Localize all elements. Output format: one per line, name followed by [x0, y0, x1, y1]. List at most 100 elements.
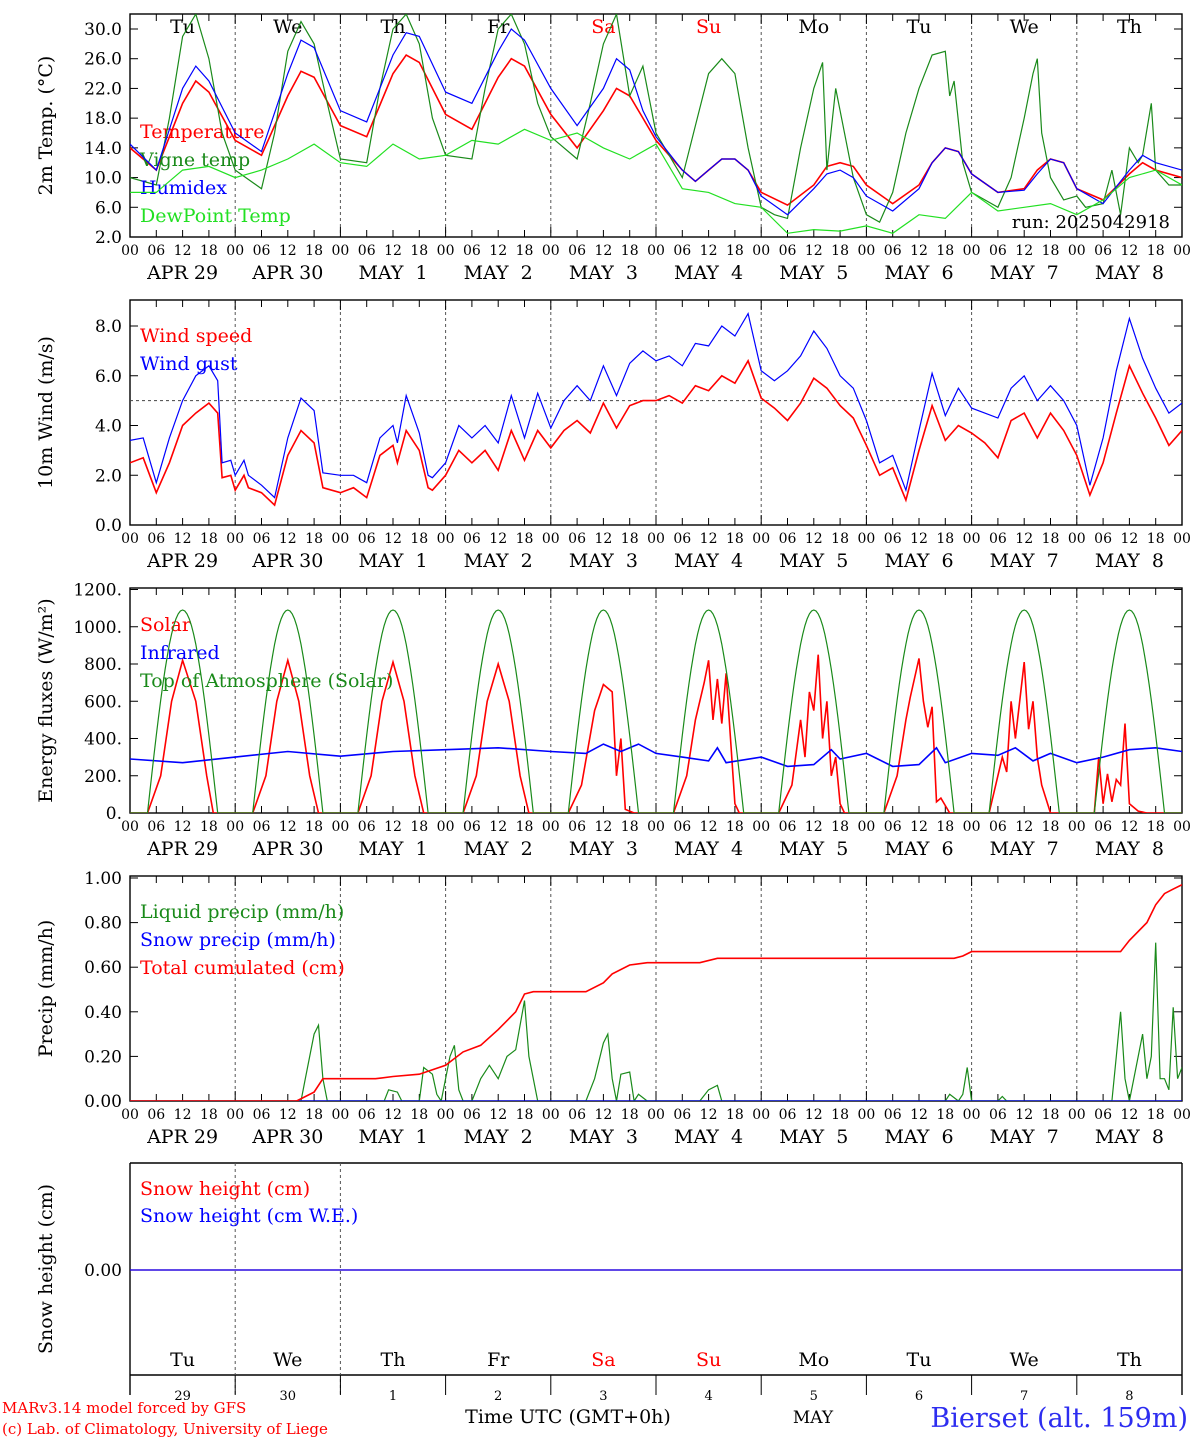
hour-tick-label: 12 [489, 531, 507, 547]
hour-tick-label: 00 [121, 1107, 139, 1123]
y-tick-label: 14.0 [84, 139, 122, 159]
day-number: 4 [704, 1389, 712, 1404]
hour-tick-label: 18 [831, 1107, 849, 1123]
hour-tick-label: 12 [805, 243, 823, 259]
weekday-label: Th [381, 1349, 406, 1371]
day-number: 6 [915, 1389, 923, 1404]
y-tick-label: 800. [84, 655, 122, 675]
hour-tick-label: 06 [358, 819, 376, 835]
hour-tick-label: 00 [1173, 1107, 1191, 1123]
day-number: 1 [389, 1389, 397, 1404]
hour-tick-label: 00 [437, 243, 455, 259]
y-axis-label: Snow height (cm) [35, 1184, 57, 1354]
legend-entry: Liquid precip (mm/h) [140, 901, 344, 923]
hour-tick-label: 06 [989, 819, 1007, 835]
hour-tick-label: 00 [963, 819, 981, 835]
day-label: APR 29 [146, 262, 218, 284]
y-tick-label: 0.00 [84, 1261, 122, 1281]
hour-tick-label: 18 [1042, 531, 1060, 547]
day-label: MAY 7 [990, 838, 1059, 860]
legend-entry: Wind speed [140, 325, 252, 347]
day-label: MAY 1 [358, 262, 427, 284]
day-label: APR 30 [251, 1126, 323, 1148]
panel-1: 2.0 6.0 10.0 14.0 18.0 22.0 26.0 30.0 00 06 12 18 00… [35, 13, 1191, 284]
hour-tick-label: 18 [1147, 1107, 1165, 1123]
hour-tick-label: 18 [200, 243, 218, 259]
day-label: MAY 3 [569, 262, 638, 284]
hour-tick-label: 12 [1120, 1107, 1138, 1123]
hour-tick-label: 06 [358, 531, 376, 547]
day-number: 29 [174, 1389, 191, 1404]
hour-tick-label: 00 [331, 243, 349, 259]
hour-tick-label: 18 [726, 1107, 744, 1123]
weekday-label: Fr [487, 1349, 510, 1371]
hour-tick-label: 06 [463, 819, 481, 835]
weekday-label: Tu [170, 16, 195, 38]
hour-tick-label: 12 [489, 819, 507, 835]
hour-tick-label: 18 [200, 531, 218, 547]
y-tick-label: 22.0 [84, 79, 122, 99]
series-line-3-3 [130, 609, 1182, 813]
hour-tick-label: 18 [516, 819, 534, 835]
hour-tick-label: 00 [857, 1107, 875, 1123]
hour-tick-label: 00 [226, 531, 244, 547]
hour-tick-label: 00 [542, 1107, 560, 1123]
hour-tick-label: 06 [1094, 819, 1112, 835]
y-tick-label: 1000. [73, 618, 122, 638]
hour-tick-label: 12 [594, 531, 612, 547]
day-number: 30 [280, 1389, 297, 1404]
weekday-label: Tu [907, 16, 932, 38]
hour-tick-label: 12 [700, 531, 718, 547]
hour-tick-label: 06 [147, 243, 165, 259]
hour-tick-label: 12 [174, 1107, 192, 1123]
y-tick-label: 400. [84, 730, 122, 750]
hour-tick-label: 00 [1068, 819, 1086, 835]
day-label: APR 30 [251, 838, 323, 860]
y-tick-label: 2.0 [95, 228, 122, 248]
hour-tick-label: 06 [673, 819, 691, 835]
y-tick-label: 6.0 [95, 367, 122, 387]
y-tick-label: 26.0 [84, 50, 122, 70]
legend-entry: Wind gust [140, 353, 238, 375]
y-tick-label: 0.40 [84, 1003, 122, 1023]
time-axis-label: Time UTC (GMT+0h) [465, 1406, 671, 1428]
day-label: MAY 3 [569, 838, 638, 860]
day-label: MAY 7 [990, 1126, 1059, 1148]
hour-tick-label: 18 [200, 1107, 218, 1123]
hour-tick-label: 06 [253, 531, 271, 547]
y-axis-label: Precip (mm/h) [35, 920, 57, 1058]
y-tick-label: 0.60 [84, 958, 122, 978]
hour-tick-label: 06 [568, 243, 586, 259]
hour-tick-label: 18 [305, 243, 323, 259]
legend-entry: Infrared [140, 642, 220, 664]
hour-tick-label: 06 [989, 1107, 1007, 1123]
day-label: MAY 3 [569, 550, 638, 572]
hour-tick-label: 06 [253, 1107, 271, 1123]
hour-tick-label: 00 [647, 819, 665, 835]
day-label: MAY 6 [884, 262, 953, 284]
day-label: MAY 2 [464, 838, 533, 860]
day-number: 7 [1020, 1389, 1028, 1404]
series-line-3-1 [130, 654, 1182, 813]
hour-tick-label: 18 [516, 531, 534, 547]
y-tick-label: 6.0 [95, 198, 122, 218]
hour-tick-label: 06 [884, 1107, 902, 1123]
day-label: MAY 1 [358, 1126, 427, 1148]
hour-tick-label: 00 [542, 531, 560, 547]
y-tick-label: 600. [84, 692, 122, 712]
day-label: MAY 1 [358, 550, 427, 572]
hour-tick-label: 06 [1094, 1107, 1112, 1123]
day-label: MAY 8 [1095, 1126, 1164, 1148]
y-axis-label: 2m Temp. (°C) [35, 56, 57, 196]
hour-tick-label: 06 [1094, 531, 1112, 547]
hour-tick-label: 00 [963, 1107, 981, 1123]
weekday-label: Sa [591, 16, 615, 38]
hour-tick-label: 18 [726, 531, 744, 547]
hour-tick-label: 00 [1173, 243, 1191, 259]
hour-tick-label: 12 [1015, 243, 1033, 259]
plot-frame [129, 13, 1183, 238]
day-number: 2 [494, 1389, 502, 1404]
hour-tick-label: 12 [1120, 819, 1138, 835]
day-label: MAY 2 [464, 262, 533, 284]
model-credit: MARv3.14 model forced by GFS [2, 1399, 246, 1417]
